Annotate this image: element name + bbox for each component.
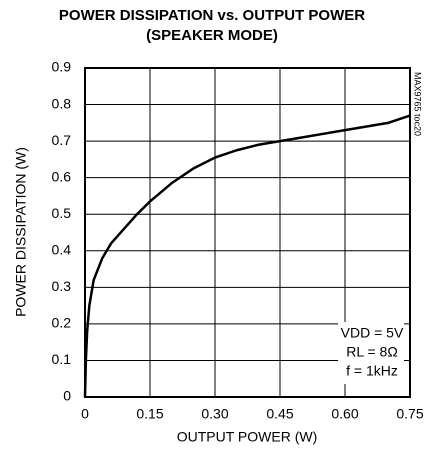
- x-tick-label: 0.45: [266, 406, 293, 422]
- y-tick-label: 0.1: [52, 351, 72, 367]
- y-tick-label: 0.9: [52, 59, 72, 75]
- y-tick-label: 0.5: [52, 205, 72, 221]
- y-tick-label: 0.4: [52, 241, 72, 257]
- y-tick-label: 0.3: [52, 278, 72, 294]
- x-tick-label: 0.60: [331, 406, 358, 422]
- x-axis-label: OUTPUT POWER (W): [177, 429, 318, 445]
- y-tick-label: 0.2: [52, 315, 72, 331]
- x-tick-label: 0.30: [201, 406, 228, 422]
- x-tick-label: 0.15: [136, 406, 163, 422]
- x-tick-label: 0.75: [396, 406, 423, 422]
- y-tick-label: 0: [63, 388, 71, 404]
- annotation: RL = 8Ω: [346, 344, 398, 360]
- side-label: MAX9765 toc20: [413, 72, 423, 136]
- x-tick-label: 0: [81, 406, 89, 422]
- chart-title: POWER DISSIPATION vs. OUTPUT POWER: [59, 7, 365, 24]
- chart-title: (SPEAKER MODE): [146, 27, 278, 44]
- y-axis-label: POWER DISSIPATION (W): [13, 147, 29, 317]
- y-tick-label: 0.8: [52, 95, 72, 111]
- y-tick-label: 0.7: [52, 132, 72, 148]
- y-tick-label: 0.6: [52, 168, 72, 184]
- annotation: f = 1kHz: [346, 363, 398, 379]
- annotation: VDD = 5V: [341, 325, 404, 341]
- data-line: [83, 114, 411, 398]
- plot-frame: [84, 67, 411, 398]
- annotation-box: [338, 322, 404, 384]
